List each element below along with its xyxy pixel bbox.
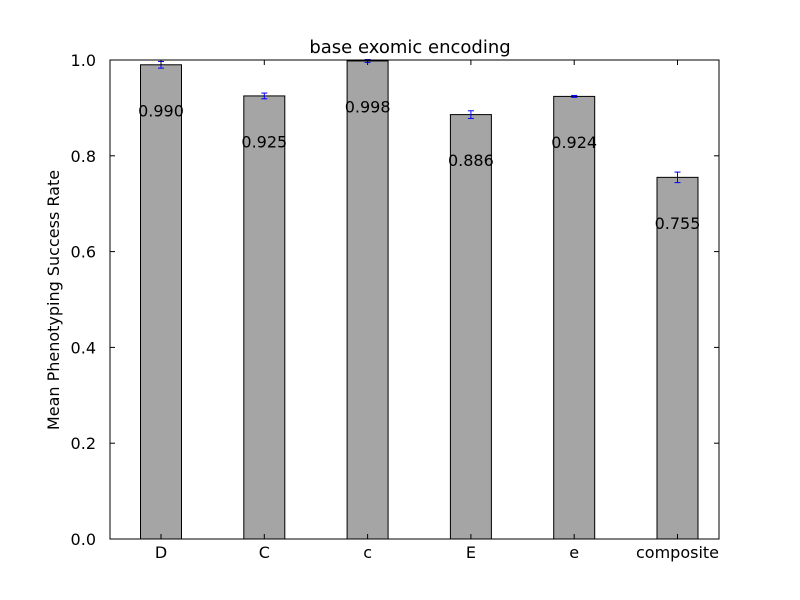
x-tick-label-5: composite <box>636 543 719 562</box>
y-tick-label-1: 0.2 <box>71 434 96 453</box>
plot-frame <box>109 59 720 540</box>
x-tick-label-2: c <box>363 543 372 562</box>
bar-2 <box>346 60 389 540</box>
bar-0 <box>140 64 182 540</box>
bar-5 <box>656 176 699 540</box>
y-tick-label-2: 0.4 <box>71 338 96 357</box>
y-axis-label: Mean Phenotyping Success Rate <box>44 170 63 430</box>
y-tick-label-4: 0.8 <box>71 147 96 166</box>
x-tick-label-0: D <box>155 543 167 562</box>
y-tick-label-0: 0.0 <box>71 530 96 549</box>
data-label-4: 0.924 <box>551 133 597 152</box>
x-tick-label-4: e <box>569 543 579 562</box>
bar-4 <box>553 95 596 540</box>
bar-3 <box>449 114 492 540</box>
data-label-1: 0.925 <box>241 132 287 151</box>
bars-group: 0.990 0.925 0.998 0.886 0.924 0.755 <box>138 59 701 540</box>
data-label-5: 0.755 <box>655 214 701 233</box>
x-tick-label-1: C <box>259 543 270 562</box>
chart-title: base exomic encoding <box>309 37 510 58</box>
y-tick-label-5: 1.0 <box>71 51 96 70</box>
data-label-2: 0.998 <box>345 97 391 116</box>
bar-1 <box>243 95 286 540</box>
x-tick-label-3: E <box>466 543 476 562</box>
data-label-3: 0.886 <box>448 151 494 170</box>
y-tick-label-3: 0.6 <box>71 243 96 262</box>
data-label-0: 0.990 <box>138 101 184 120</box>
